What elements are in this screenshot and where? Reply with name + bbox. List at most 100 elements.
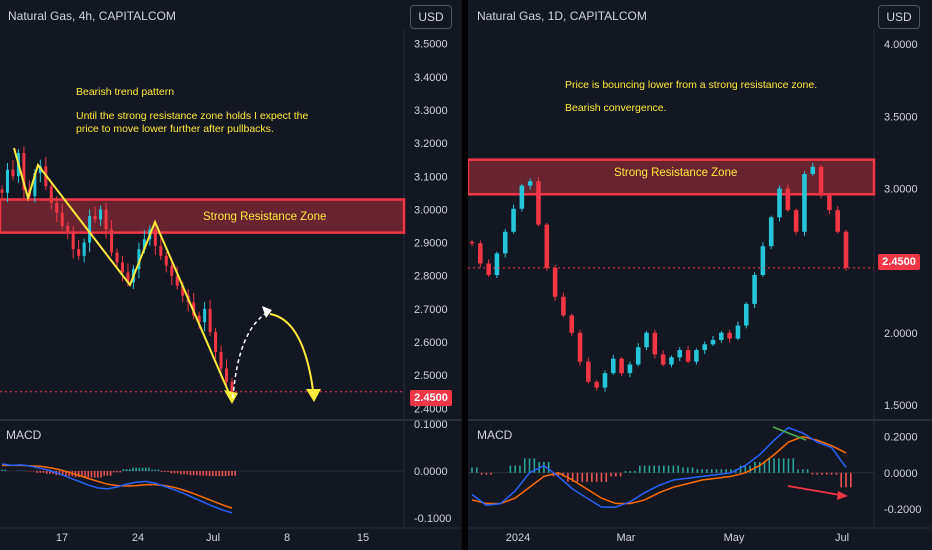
left-macd-label: MACD — [6, 428, 42, 442]
y-tick-label: 3.5000 — [414, 39, 448, 51]
left-zone-label: Strong Resistance Zone — [203, 211, 327, 223]
y-tick-label: 3.0000 — [884, 183, 918, 195]
candle — [660, 354, 666, 365]
macd-tick-label: -0.2000 — [884, 504, 921, 516]
candle — [60, 212, 64, 226]
candle — [137, 249, 141, 270]
candle — [5, 169, 9, 193]
candle — [577, 332, 583, 362]
x-tick-label: May — [724, 532, 745, 544]
candle — [478, 243, 483, 264]
left-note-line: price to move lower further after pullba… — [76, 123, 274, 135]
candle — [110, 229, 114, 253]
candle — [494, 253, 500, 276]
y-tick-label: 2.7000 — [414, 304, 448, 316]
left-currency-button[interactable]: USD — [410, 5, 452, 29]
x-tick-label: 8 — [284, 532, 290, 544]
candle — [11, 169, 15, 177]
projection-arrowhead — [306, 389, 321, 402]
right-chart-title: Natural Gas, 1D, CAPITALCOM — [477, 9, 647, 23]
candle — [153, 229, 157, 246]
candle — [82, 242, 86, 256]
trend-zigzag-arrow — [13, 147, 233, 401]
candle — [843, 231, 849, 268]
left-note-heading: Bearish trend pattern — [76, 86, 175, 98]
candle — [527, 181, 533, 186]
macd-tick-label: 0.0000 — [414, 466, 448, 478]
right-price-tag: 2.4500 — [878, 254, 920, 270]
candle — [777, 188, 782, 218]
y-tick-label: 3.5000 — [884, 111, 918, 123]
macd-signal-line — [2, 464, 233, 509]
panel-divider[interactable] — [462, 0, 468, 550]
candle — [93, 216, 97, 220]
candle — [486, 263, 491, 276]
candle — [49, 186, 53, 203]
right-chart-svg[interactable]: 4.00003.50003.00002.50002.00001.50000.20… — [468, 0, 932, 550]
y-tick-label: 2.8000 — [414, 271, 448, 283]
x-tick-label: Jul — [206, 532, 220, 544]
candle — [519, 185, 525, 209]
x-tick-label: 17 — [56, 532, 68, 544]
candle — [818, 166, 824, 196]
pullback-projection-arc — [232, 311, 269, 399]
candle — [203, 308, 207, 323]
candle — [225, 368, 229, 382]
candle — [802, 174, 807, 232]
candle — [586, 361, 591, 382]
divergence-line-macd — [772, 426, 807, 441]
candle — [569, 315, 575, 333]
y-tick-label: 2.9000 — [414, 238, 448, 250]
y-tick-label: 3.3000 — [414, 105, 448, 117]
candle — [197, 315, 201, 323]
candle — [602, 373, 608, 388]
x-tick-label: 24 — [132, 532, 144, 544]
pullback-arrowhead — [262, 306, 272, 318]
divergence-arrowhead — [837, 491, 848, 500]
candle — [810, 166, 816, 175]
right-note-line: Price is bouncing lower from a strong re… — [565, 79, 818, 91]
candle — [219, 352, 223, 369]
y-tick-label: 2.4000 — [414, 403, 448, 415]
candle — [126, 272, 130, 283]
candle — [710, 339, 716, 345]
candle — [230, 381, 234, 392]
projection-arc — [269, 313, 315, 399]
candle — [561, 296, 566, 316]
x-tick-label: Mar — [617, 532, 636, 544]
candle — [619, 358, 624, 374]
candle — [71, 232, 75, 250]
candle — [627, 364, 633, 374]
candle — [536, 181, 541, 225]
candle — [88, 216, 92, 243]
macd-signal-line — [471, 435, 847, 505]
candle — [827, 195, 832, 211]
candle — [142, 239, 146, 250]
candle — [99, 209, 103, 220]
candle — [727, 332, 732, 339]
candle — [677, 350, 683, 358]
y-tick-label: 3.1000 — [414, 171, 448, 183]
candle — [175, 275, 179, 286]
candle — [55, 202, 59, 213]
candle — [181, 285, 185, 296]
candle — [544, 224, 550, 268]
candle — [159, 245, 163, 256]
right-currency-button[interactable]: USD — [878, 5, 920, 29]
candle — [793, 210, 799, 232]
right-zone-label: Strong Resistance Zone — [614, 167, 738, 179]
candle — [0, 189, 4, 193]
x-tick-label: 2024 — [506, 532, 530, 544]
resistance-zone — [0, 198, 406, 234]
macd-tick-label: 0.2000 — [884, 432, 918, 444]
y-tick-label: 2.0000 — [884, 328, 918, 340]
y-tick-label: 3.0000 — [414, 204, 448, 216]
y-tick-label: 3.4000 — [414, 72, 448, 84]
macd-tick-label: 0.1000 — [414, 419, 448, 431]
candle — [66, 226, 70, 233]
macd-tick-label: -0.1000 — [414, 513, 451, 525]
candle — [502, 231, 508, 254]
candle — [104, 209, 108, 230]
left-chart-svg[interactable]: 3.5000 3.4000 3.3000 3.2000 3.1000 3.0000 2.90… — [0, 0, 462, 550]
candle — [635, 347, 641, 365]
